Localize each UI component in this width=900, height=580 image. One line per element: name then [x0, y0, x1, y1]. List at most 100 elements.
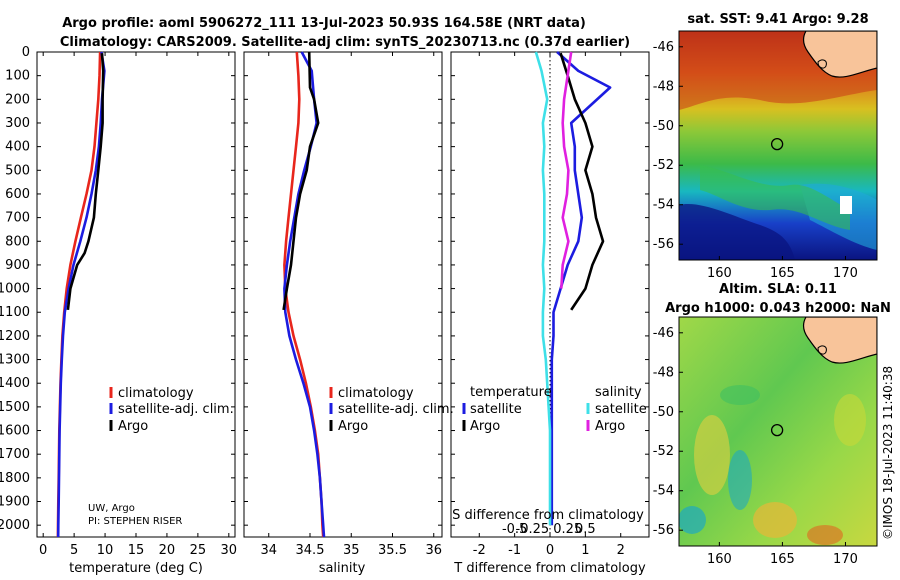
temperature-xlabel: temperature (deg C)	[69, 561, 203, 576]
depth-tick-label: 1700	[0, 447, 30, 462]
map-x-tick-label: 160	[707, 266, 732, 281]
x-tick-label: 35	[343, 543, 360, 558]
x-tick-label: 0	[39, 543, 47, 558]
map-x-tick-label: 170	[833, 266, 858, 281]
sla-map-axes: 160 165 170 -46 -48 -50 -52 -54 -56	[653, 326, 858, 567]
map-y-tick-label: -48	[653, 365, 674, 380]
sst-map-frame	[678, 30, 878, 261]
x-tick-label: 25	[190, 543, 207, 558]
x-tick-label: -2	[473, 543, 486, 558]
depth-tick-label: 1600	[0, 424, 30, 439]
sst-float-marker	[770, 137, 784, 151]
sla-eddy-high-2	[753, 502, 797, 538]
legend-title-salinity: salinity	[595, 385, 642, 400]
legend-label-sal-satellite: satellite	[595, 402, 647, 417]
x-tick-label: 15	[128, 543, 145, 558]
depth-tick-label: 600	[5, 187, 30, 202]
depth-tick-label: 300	[5, 116, 30, 131]
depth-tick-label: 900	[5, 258, 30, 273]
sst-map	[679, 31, 877, 260]
x-tick-label: 1	[581, 543, 589, 558]
map-y-tick-label: -50	[653, 405, 674, 420]
sla-eddy-low-2	[679, 506, 706, 534]
x-tick-label: 35.5	[378, 543, 407, 558]
depth-tick-label: 1900	[0, 495, 30, 510]
series-line-argo	[66, 53, 105, 311]
map-y-tick-label: -46	[653, 326, 674, 341]
map-x-tick-label: 165	[770, 552, 795, 567]
legend-label-argo: Argo	[118, 419, 148, 434]
depth-tick-label: 400	[5, 140, 30, 155]
series-line-salinity-satellite	[534, 51, 552, 526]
depth-tick-label: 200	[5, 92, 30, 107]
x-tick-label: 36	[425, 543, 442, 558]
header-subtitle: Climatology: CARS2009. Satellite-adj cli…	[60, 35, 630, 50]
sla-island	[817, 345, 827, 355]
sla-map-title-line1: Altim. SLA: 0.11	[719, 282, 837, 297]
sla-map-frame	[678, 316, 878, 547]
map-y-tick-label: -50	[653, 119, 674, 134]
map-y-tick-label: -54	[653, 484, 674, 499]
annotation-pi: PI: STEPHEN RISER	[88, 516, 182, 527]
depth-tick-label: 1200	[0, 329, 30, 344]
x-tick-label-secondary: 0.5	[575, 522, 596, 537]
series-line-satellite-adj-clim-	[56, 51, 106, 538]
sla-eddy-low-1	[728, 450, 752, 510]
sla-map-title-line2: Argo h1000: 0.043 h2000: NaN	[665, 301, 891, 316]
depth-tick-label: 500	[5, 163, 30, 178]
difference-xlabel-secondary: S difference from climatology	[452, 508, 644, 523]
sst-missing-data	[840, 196, 852, 214]
depth-tick-label: 1000	[0, 282, 30, 297]
x-tick-label: 5	[70, 543, 78, 558]
sla-map	[679, 317, 877, 546]
depth-tick-label: 1500	[0, 400, 30, 415]
sst-cold-patch	[679, 204, 795, 260]
salinity-legend: climatology satellite-adj. clim. Argo	[329, 386, 454, 434]
temperature-legend: climatology satellite-adj. clim. Argo	[109, 386, 234, 434]
depth-tick-label: 100	[5, 69, 30, 84]
sla-float-marker	[770, 423, 784, 437]
depth-tick-label: 800	[5, 234, 30, 249]
map-x-tick-label: 165	[770, 266, 795, 281]
x-tick-label-secondary: -0.25	[516, 522, 550, 537]
watermark: ©IMOS 18-Jul-2023 11:40:38	[881, 366, 895, 540]
sst-map-title: sat. SST: 9.41 Argo: 9.28	[687, 12, 868, 27]
depth-tick-label: 700	[5, 211, 30, 226]
salinity-xlabel: salinity	[319, 561, 366, 576]
series-line-argo	[282, 51, 320, 311]
series-line-salinity-argo	[560, 51, 573, 289]
x-tick-label: 34	[260, 543, 277, 558]
legend-title-temperature: temperature	[470, 385, 552, 400]
x-tick-label: 0	[546, 543, 554, 558]
header-title: Argo profile: aoml 5906272_111 13-Jul-20…	[62, 16, 586, 31]
annotation-institution: UW, Argo	[88, 503, 135, 514]
legend-label-climatology: climatology	[338, 386, 414, 401]
x-tick-label: 34.5	[296, 543, 325, 558]
sla-eddy-high-4	[834, 394, 866, 446]
legend-label-satellite: satellite-adj. clim.	[338, 402, 454, 417]
x-tick-label: 30	[221, 543, 238, 558]
legend-label-temp-satellite: satellite	[470, 402, 522, 417]
map-y-tick-label: -54	[653, 198, 674, 213]
map-y-tick-label: -48	[653, 79, 674, 94]
depth-tick-label: 0	[22, 45, 30, 60]
series-line-climatology	[56, 51, 102, 538]
x-tick-label: -1	[508, 543, 521, 558]
difference-xlabel: T difference from climatology	[453, 561, 646, 576]
sla-eddy-high-3	[807, 525, 843, 545]
x-tick-label: 10	[97, 543, 114, 558]
depth-tick-label: 1100	[0, 305, 30, 320]
map-y-tick-label: -52	[653, 444, 674, 459]
legend-label-sal-argo: Argo	[595, 419, 625, 434]
sla-eddy-high	[694, 415, 730, 495]
sst-island	[817, 59, 827, 69]
legend-label-argo: Argo	[338, 419, 368, 434]
x-tick-label: 2	[617, 543, 625, 558]
map-y-tick-label: -56	[653, 237, 674, 252]
series-line-temperature-argo	[559, 52, 605, 311]
depth-tick-label: 1300	[0, 353, 30, 368]
map-x-tick-label: 170	[833, 552, 858, 567]
map-y-tick-label: -52	[653, 158, 674, 173]
series-line-temperature-satellite	[550, 51, 612, 526]
